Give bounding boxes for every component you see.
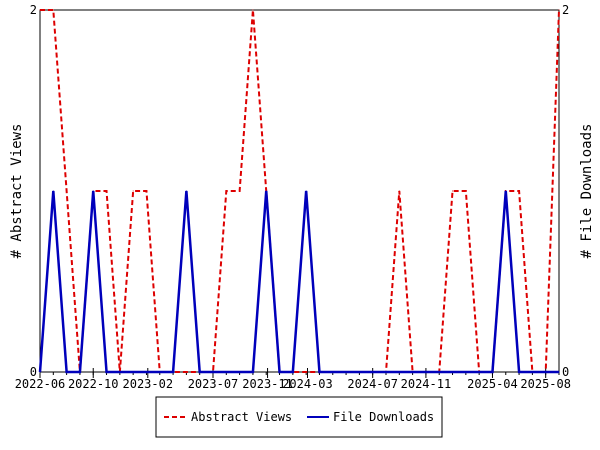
x-tick-label: 2022-10 [68, 377, 119, 391]
data-point [106, 371, 108, 373]
y2-tick-label: 2 [562, 3, 569, 17]
data-point [239, 371, 241, 373]
data-point [465, 190, 467, 192]
data-point [66, 190, 68, 192]
data-point [518, 190, 520, 192]
data-point [412, 371, 414, 373]
data-point [491, 371, 493, 373]
data-point [172, 371, 174, 373]
data-point [452, 371, 454, 373]
data-point [145, 190, 147, 192]
data-point [545, 371, 547, 373]
data-point [252, 9, 254, 11]
data-point [185, 371, 187, 373]
data-point [119, 371, 121, 373]
data-point [478, 371, 480, 373]
data-point [159, 371, 161, 373]
series-line-abstract-views [40, 9, 560, 373]
data-point [39, 371, 41, 373]
data-point [438, 371, 440, 373]
y-tick-label: 2 [30, 3, 37, 17]
x-tick-label: 2022-06 [15, 377, 66, 391]
x-tick-label: 2025-08 [520, 377, 571, 391]
data-point [199, 371, 201, 373]
data-point [452, 190, 454, 192]
data-point [358, 371, 360, 373]
y2-tick-label: 0 [562, 365, 569, 379]
legend: Abstract Views File Downloads [155, 396, 443, 438]
x-tick-label: 2024-07 [347, 377, 398, 391]
data-point [505, 190, 507, 192]
data-point [145, 371, 147, 373]
data-point [518, 371, 520, 373]
data-point [79, 371, 81, 373]
data-point [225, 190, 227, 192]
data-point [52, 190, 54, 192]
y2-axis-title: # File Downloads [579, 124, 595, 259]
series-line-file-downloads [38, 190, 559, 374]
data-point [305, 190, 307, 192]
data-point [39, 9, 41, 11]
data-point [212, 371, 214, 373]
x-tick-label: 2025-04 [467, 377, 518, 391]
data-point [332, 371, 334, 373]
data-point [132, 371, 134, 373]
legend-label-file-downloads: File Downloads [333, 410, 434, 424]
data-point [132, 190, 134, 192]
data-point [185, 190, 187, 192]
data-point [292, 371, 294, 373]
data-point [239, 190, 241, 192]
data-point [531, 371, 533, 373]
data-point [425, 371, 427, 373]
data-point [345, 371, 347, 373]
data-point [279, 371, 281, 373]
data-point [372, 371, 374, 373]
plot-area [39, 9, 560, 373]
data-point [106, 190, 108, 192]
data-point [52, 9, 54, 11]
data-point [318, 371, 320, 373]
x-tick-label: 2024-03 [282, 377, 333, 391]
x-tick-label: 2024-11 [401, 377, 452, 391]
data-point [66, 371, 68, 373]
data-point [398, 371, 400, 373]
data-point [465, 371, 467, 373]
data-point [305, 371, 307, 373]
x-tick-label: 2023-11 [242, 377, 293, 391]
data-point [385, 371, 387, 373]
data-point [265, 190, 267, 192]
legend-label-abstract-views: Abstract Views [191, 410, 292, 424]
data-point [398, 190, 400, 192]
data-point [252, 371, 254, 373]
data-point [92, 190, 94, 192]
data-point [225, 371, 227, 373]
x-tick-label: 2023-02 [123, 377, 174, 391]
data-point [558, 9, 560, 11]
y-axis-title: # Abstract Views [9, 124, 25, 259]
x-tick-label: 2023-07 [188, 377, 239, 391]
data-point [558, 371, 560, 373]
y-tick-label: 0 [30, 365, 37, 379]
